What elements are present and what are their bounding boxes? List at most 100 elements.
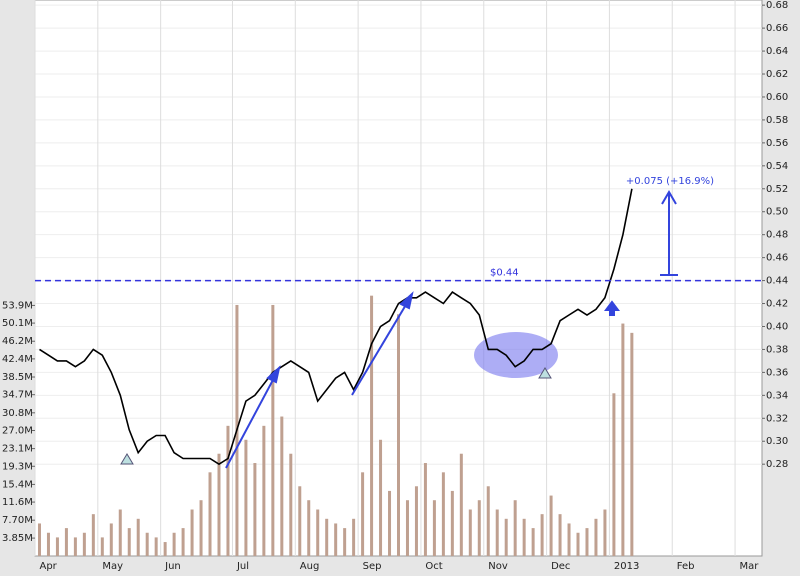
volume-bar <box>459 453 463 556</box>
volume-bar <box>352 518 356 556</box>
reference-label: $0.44 <box>490 268 519 279</box>
y-tick-label: 0.30 <box>766 436 788 447</box>
volume-bar <box>414 486 418 556</box>
highlight-ellipse <box>474 332 558 378</box>
volume-bar <box>531 528 535 556</box>
volume-bar <box>450 490 454 556</box>
volume-bar <box>468 509 472 556</box>
volume-bar <box>280 416 284 556</box>
volume-bar <box>504 518 508 556</box>
volume-bar <box>432 500 436 556</box>
volume-bar <box>307 500 311 556</box>
volume-bar <box>567 523 571 556</box>
volume-bar <box>495 509 499 556</box>
volume-bar <box>603 509 607 556</box>
x-tick-label: Feb <box>677 561 695 572</box>
volume-bar <box>379 439 383 556</box>
x-tick-label: Jun <box>164 561 181 572</box>
x-tick-label: May <box>102 561 123 572</box>
volume-bar <box>118 509 122 556</box>
volume-bar <box>253 463 257 556</box>
y-tick-label: 0.40 <box>766 321 788 332</box>
y2-tick-label: 46.2M <box>2 336 33 347</box>
y-tick-label: 0.66 <box>766 23 788 34</box>
y-tick-label: 0.48 <box>766 230 788 241</box>
volume-bar <box>73 537 77 556</box>
y2-tick-label: 30.8M <box>2 408 33 419</box>
y-tick-label: 0.50 <box>766 207 788 218</box>
volume-bar <box>199 500 203 556</box>
volume-bar <box>55 537 59 556</box>
volume-bar <box>289 453 293 556</box>
y-tick-label: 0.46 <box>766 253 788 264</box>
y-tick-label: 0.56 <box>766 138 788 149</box>
price-line <box>39 188 633 466</box>
volume-bar <box>316 509 320 556</box>
volume-bar <box>181 528 185 556</box>
arrow <box>351 302 408 396</box>
volume-bar <box>576 532 580 556</box>
bell <box>120 453 134 465</box>
volume-bar <box>208 472 212 556</box>
y2-tick-label: 19.3M <box>2 461 33 472</box>
x-tick-label: Sep <box>363 561 382 572</box>
y2-tick-label: 27.0M <box>2 425 33 436</box>
y2-tick-label: 3.85M <box>2 533 33 544</box>
volume-bar <box>522 518 526 556</box>
volume-bar <box>244 439 248 556</box>
y2-tick-label: 53.9M <box>2 300 33 311</box>
volume-bar <box>334 523 338 556</box>
volume-bar <box>262 425 266 556</box>
volume-bar <box>486 486 490 556</box>
x-tick-label: Aug <box>300 561 320 572</box>
volume-bar <box>136 518 140 556</box>
volume-bar <box>388 490 392 556</box>
y2-tick-label: 34.7M <box>2 390 33 401</box>
x-tick-label: Dec <box>551 561 570 572</box>
volume-bar <box>558 514 562 556</box>
y-tick-label: 0.58 <box>766 115 788 126</box>
volume-bar <box>325 518 329 556</box>
y-tick-label: 0.38 <box>766 344 788 355</box>
volume-bar <box>370 295 374 556</box>
up-marker <box>604 300 620 316</box>
y2-tick-label: 23.1M <box>2 444 33 455</box>
volume-bar <box>37 523 41 556</box>
y-tick-label: 0.52 <box>766 184 788 195</box>
x-tick-label: Nov <box>488 561 508 572</box>
y-tick-label: 0.36 <box>766 367 788 378</box>
volume-bar <box>226 425 230 556</box>
volume-bar <box>271 304 275 556</box>
range-head <box>661 190 677 205</box>
volume-bar <box>549 495 553 556</box>
y-tick-label: 0.68 <box>766 0 788 11</box>
arrow-head <box>399 291 414 310</box>
volume-bar <box>405 500 409 556</box>
y2-tick-label: 38.5M <box>2 372 33 383</box>
volume-bar <box>612 393 616 556</box>
y2-tick-label: 42.4M <box>2 354 33 365</box>
volume-bar <box>109 523 113 556</box>
y-tick-label: 0.32 <box>766 413 788 424</box>
y-tick-label: 0.54 <box>766 161 788 172</box>
volume-bar <box>154 537 158 556</box>
volume-bar <box>594 518 598 556</box>
y-tick-label: 0.62 <box>766 69 788 80</box>
volume-bar <box>630 332 634 556</box>
y2-tick-label: 15.4M <box>2 479 33 490</box>
volume-bar <box>621 323 625 556</box>
volume-bar <box>397 314 400 556</box>
y2-tick-label: 7.70M <box>2 515 33 526</box>
bell <box>538 367 552 379</box>
volume-bar <box>190 509 194 556</box>
x-tick-label: Apr <box>39 561 57 572</box>
price <box>39 188 633 466</box>
volume-bar <box>477 500 481 556</box>
volume-bar <box>585 528 589 556</box>
y-tick-label: 0.42 <box>766 299 788 310</box>
volume-bar <box>513 500 517 556</box>
y-tick-label: 0.28 <box>766 459 788 470</box>
volume-bar <box>172 532 176 556</box>
y-tick-label: 0.64 <box>766 46 788 57</box>
volume-bar <box>298 486 302 556</box>
